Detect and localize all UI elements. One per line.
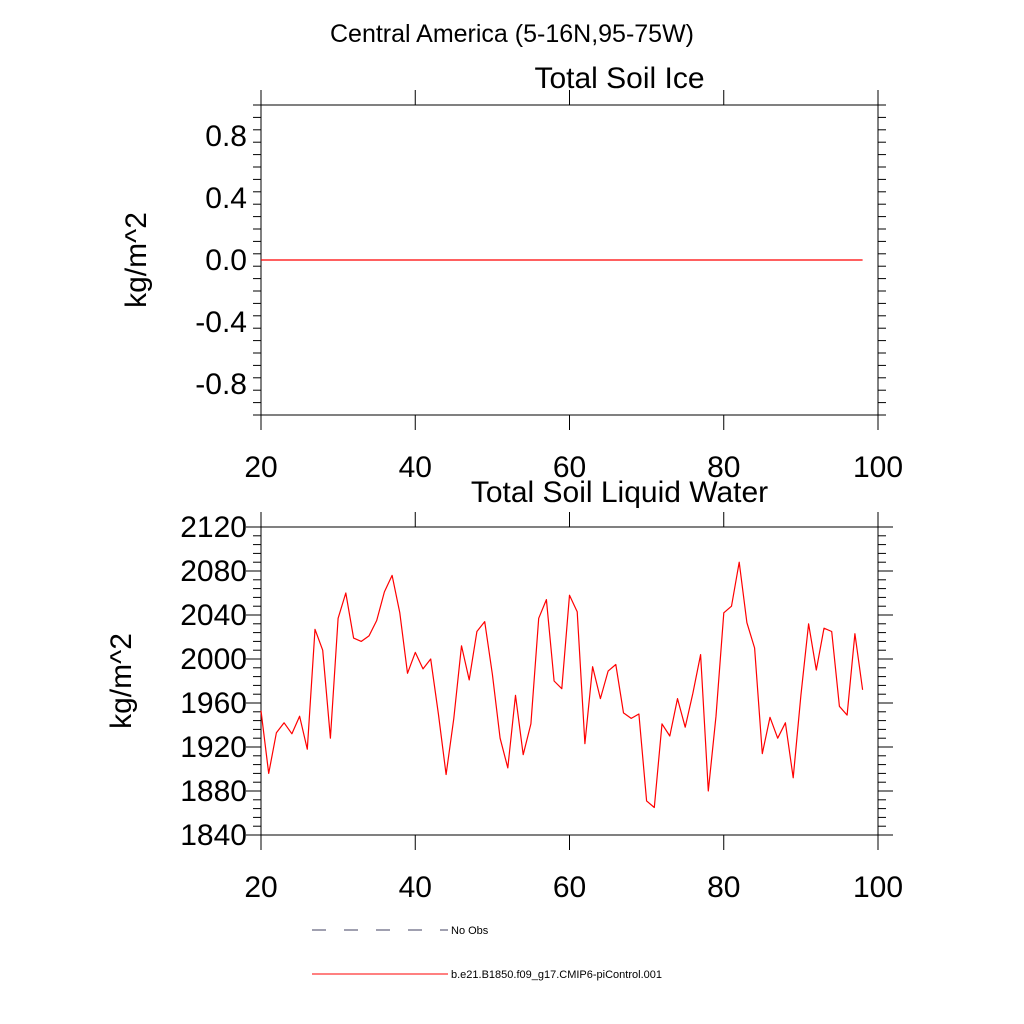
x-tick-label: 60 (553, 451, 586, 484)
x-tick-label: 100 (853, 871, 903, 904)
x-tick-label: 40 (399, 451, 432, 484)
y-tick-label: 0.0 (205, 244, 247, 277)
chart-title: Total Soil Ice (534, 62, 704, 95)
series-line (260, 561, 864, 809)
y-tick-label: -0.4 (195, 306, 247, 339)
y-tick-label: 0.4 (205, 182, 247, 215)
y-axis-label: kg/m^2 (105, 633, 138, 729)
y-tick-label: 2120 (180, 511, 247, 544)
y-axis-label: kg/m^2 (120, 212, 153, 308)
x-tick-label: 20 (244, 871, 277, 904)
legend-label: b.e21.B1850.f09_g17.CMIP6-piControl.001 (451, 969, 662, 981)
y-tick-label: 1880 (180, 775, 247, 808)
y-tick-label: 0.8 (205, 120, 247, 153)
y-tick-label: -0.8 (195, 368, 247, 401)
chart-title: Total Soil Liquid Water (471, 476, 768, 509)
y-tick-label: 1960 (180, 687, 247, 720)
panel-total-soil-ice: Total Soil Ice kg/m^2 20 40 60 80 100 -0.8 -0.4 0… (120, 62, 903, 484)
y-tick-label: 2040 (180, 599, 247, 632)
legend-label: No Obs (451, 925, 489, 937)
y-tick-label: 1840 (180, 819, 247, 852)
y-tick-label: 2080 (180, 555, 247, 588)
x-tick-label: 80 (707, 451, 740, 484)
y-tick-label: 2000 (180, 643, 247, 676)
x-tick-label: 60 (553, 871, 586, 904)
x-tick-label: 20 (244, 451, 277, 484)
x-tick-label: 40 (399, 871, 432, 904)
figure-title: Central America (5-16N,95-75W) (330, 20, 694, 48)
legend: No Obs b.e21.B1850.f09_g17.CMIP6-piContro… (312, 925, 662, 981)
x-tick-label: 100 (853, 451, 903, 484)
y-tick-label: 1920 (180, 731, 247, 764)
x-tick-label: 80 (707, 871, 740, 904)
